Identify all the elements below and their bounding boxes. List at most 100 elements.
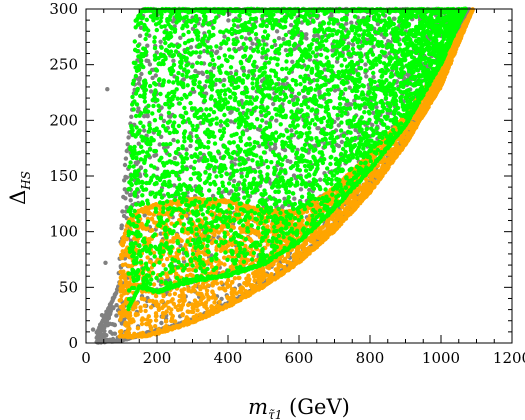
data-point-series-2: [177, 298, 182, 304]
data-point-series-2: [380, 164, 385, 169]
data-point-series-2: [119, 252, 124, 258]
data-point-series-2: [228, 296, 233, 301]
data-point-series-2: [269, 272, 274, 277]
data-point-series-1: [126, 135, 131, 140]
data-point-series-1: [145, 43, 150, 48]
data-point-series-2: [142, 303, 147, 308]
data-point-series-1: [125, 142, 130, 147]
data-point-series-1: [142, 114, 147, 119]
data-point-series-1: [188, 143, 193, 149]
data-point-series-2: [123, 262, 128, 267]
data-point-series-2: [301, 248, 307, 253]
data-point-series-2: [336, 215, 342, 220]
data-point-series-2: [139, 321, 145, 327]
data-point-series-2: [189, 309, 194, 314]
data-point-series-1: [293, 94, 298, 100]
data-point-series-2: [185, 309, 190, 314]
data-point-series-1: [307, 187, 312, 193]
data-point-series-1: [122, 178, 127, 183]
data-point-series-1: [244, 127, 250, 133]
data-point-series-2: [153, 318, 159, 323]
data-point-series-2: [153, 314, 159, 319]
data-point-series-2: [319, 225, 325, 230]
data-point-series-1: [239, 45, 244, 50]
data-point-series-1: [222, 77, 227, 83]
data-point-series-2: [266, 266, 272, 271]
data-point-series-1: [374, 104, 379, 110]
data-point-series-1: [371, 110, 376, 116]
data-point-series-2: [147, 298, 152, 303]
data-point-series-2: [149, 327, 154, 332]
data-point-series-1: [121, 194, 126, 200]
data-point-series-2: [203, 300, 209, 305]
data-point-series-2: [148, 305, 154, 310]
data-point-series-2: [143, 308, 148, 314]
data-point-series-1: [231, 178, 237, 184]
data-point-series-1: [171, 137, 176, 143]
data-point-series-1: [148, 89, 154, 94]
data-point-series-2: [311, 237, 316, 243]
data-point-series-1: [257, 127, 263, 132]
data-point-series-1: [353, 127, 358, 133]
data-point-series-2: [180, 312, 185, 317]
data-point-series-1: [349, 20, 354, 25]
data-point-series-2: [368, 177, 373, 182]
data-point-series-2: [380, 160, 385, 165]
data-point-series-2: [173, 319, 178, 324]
data-point-series-1: [154, 50, 159, 55]
data-point-series-2: [186, 302, 191, 308]
data-point-series-1: [318, 177, 323, 182]
data-point-series-1: [128, 198, 133, 203]
data-point-series-1: [290, 59, 295, 64]
data-point-series-1: [392, 16, 397, 21]
data-point-series-2: [174, 233, 179, 238]
data-point-series-2: [144, 321, 149, 327]
data-point-series-1: [147, 62, 153, 67]
data-point-series-2: [151, 282, 157, 287]
data-point-series-2: [165, 274, 170, 279]
data-point-series-1: [138, 165, 144, 170]
data-point-series-1: [315, 126, 320, 131]
data-point-series-2: [394, 141, 399, 146]
data-point-series-1: [290, 97, 296, 103]
data-point-series-2: [176, 303, 182, 308]
data-point-series-2: [123, 320, 128, 325]
data-point-series-2: [168, 311, 173, 316]
data-point-series-1: [334, 59, 340, 64]
data-point-series-2: [118, 269, 123, 275]
data-point-series-1: [285, 158, 290, 164]
data-point-series-2: [225, 243, 230, 248]
data-point-series-2: [146, 314, 151, 319]
data-point-series-2: [181, 299, 186, 304]
data-point-series-1: [292, 196, 297, 201]
data-point-series-1: [114, 290, 119, 296]
data-point-series-2: [189, 289, 194, 294]
data-point-series-2: [133, 311, 139, 317]
data-point-series-2: [171, 239, 176, 244]
data-point-series-1: [250, 41, 255, 46]
data-point-series-2: [209, 304, 214, 310]
data-point-series-2: [118, 281, 123, 286]
data-point-series-1: [226, 18, 231, 23]
data-point-series-1: [124, 175, 129, 180]
data-point-series-1: [106, 322, 111, 327]
data-point-series-2: [187, 267, 192, 272]
data-point-series-1: [274, 29, 280, 34]
data-point-series-2: [201, 285, 207, 290]
data-point-series-1: [184, 147, 189, 152]
data-point-series-2: [192, 298, 198, 303]
data-point-series-1: [364, 74, 369, 79]
data-point-series-2: [222, 262, 227, 267]
data-point-series-2: [123, 277, 128, 283]
data-point-series-2: [201, 295, 206, 300]
data-point-series-1: [229, 189, 234, 194]
data-point-series-1: [330, 48, 335, 53]
data-point-series-1: [90, 327, 96, 332]
data-point-series-1: [200, 71, 206, 77]
data-point-series-2: [163, 302, 168, 308]
data-point-series-1: [228, 119, 233, 124]
data-point-series-1: [292, 46, 297, 52]
data-point-series-1: [302, 95, 307, 100]
data-point-series-2: [165, 256, 170, 262]
data-point-series-2: [169, 316, 175, 321]
